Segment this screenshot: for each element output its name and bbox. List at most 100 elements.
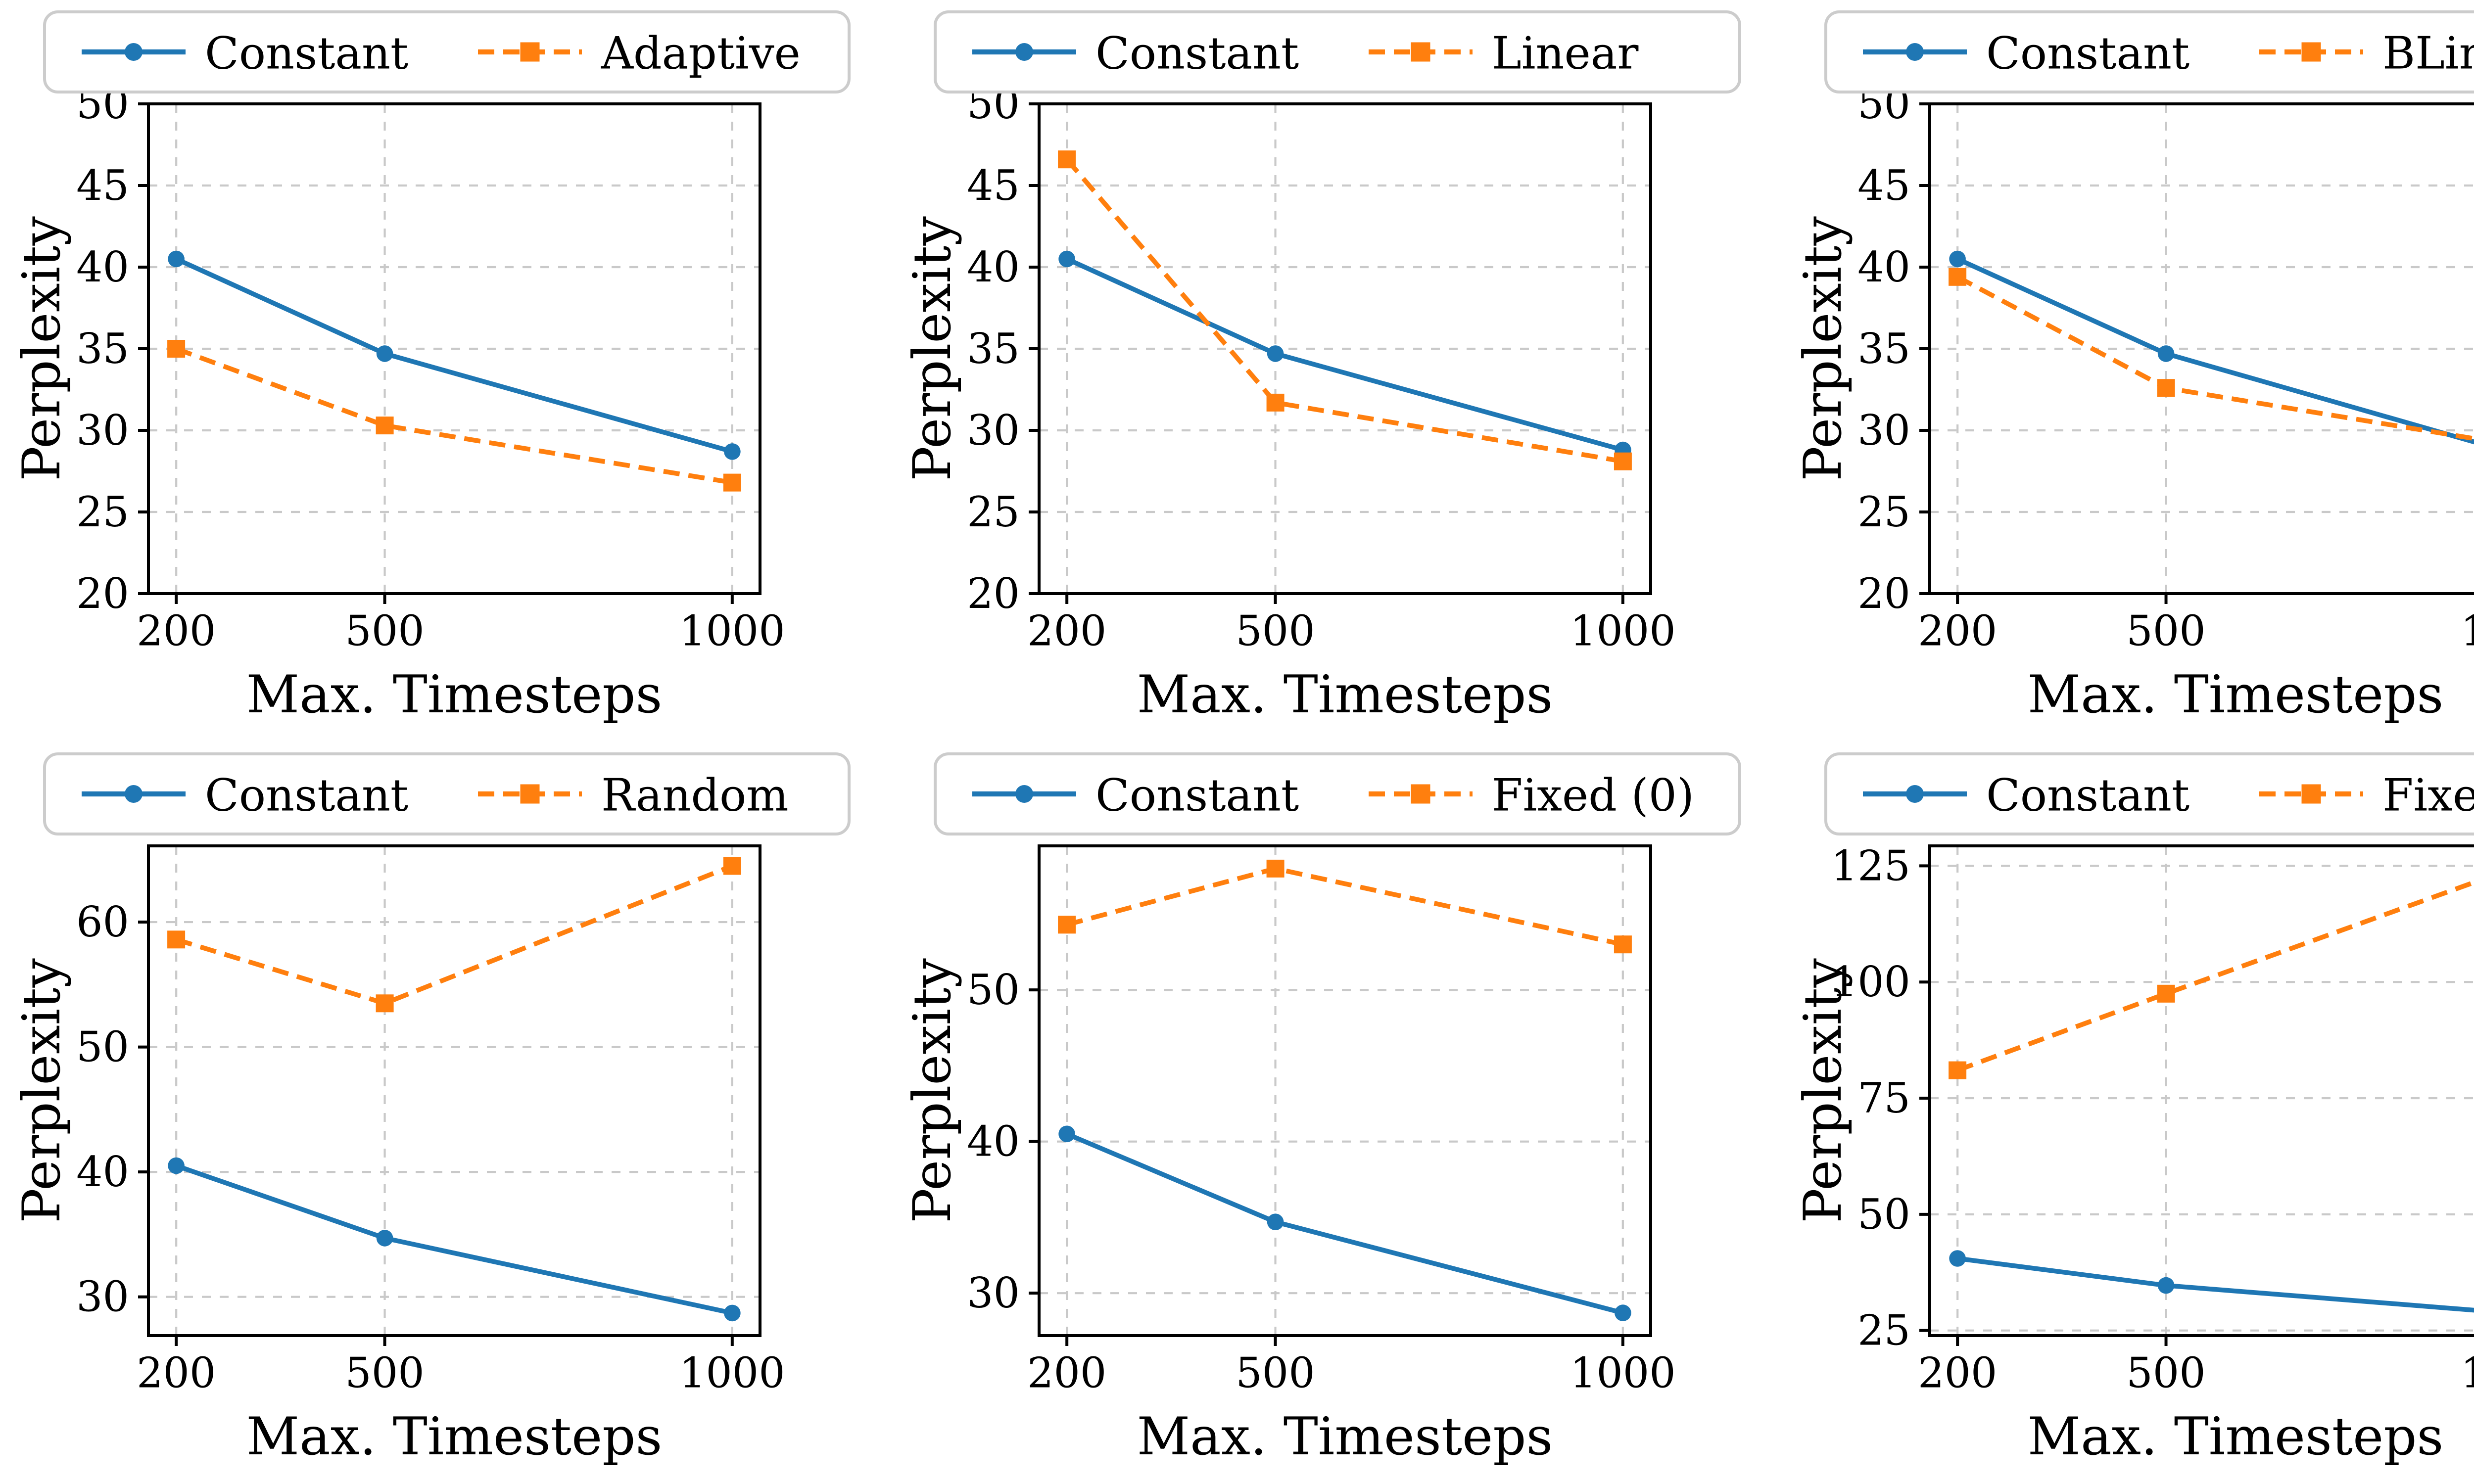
data-point-constant <box>1058 1125 1075 1143</box>
plot-border <box>1928 844 2474 1337</box>
gridlines <box>148 102 760 595</box>
y-tick-label: 45 <box>76 161 129 210</box>
y-tick-label: 50 <box>967 966 1020 1014</box>
legend-box <box>43 752 851 835</box>
series-adaptive <box>167 340 741 492</box>
legend-label: Random <box>601 770 789 822</box>
series-fixed-0 <box>1058 859 1632 954</box>
legend-box <box>934 10 1741 93</box>
y-tick-label: 40 <box>76 243 129 291</box>
x-tick-label: 500 <box>2126 606 2205 655</box>
y-axis-label: Perplexity <box>1793 216 1853 481</box>
legend-entry-constant: Constant <box>82 28 408 80</box>
gridlines <box>1930 846 2474 1336</box>
y-axis-ticks <box>1919 102 1930 595</box>
legend-marker-square <box>1411 42 1430 62</box>
y-tick-label: 40 <box>1857 243 1910 291</box>
data-point-constant <box>1615 1304 1631 1321</box>
series-fixed-t <box>1949 880 2474 1079</box>
legend: Constant Fixed (0) <box>934 752 1741 835</box>
series-blinear <box>1949 268 2474 441</box>
data-point-adaptive <box>376 417 394 435</box>
y-tick-label: 25 <box>967 488 1020 536</box>
legend-box <box>1824 10 2474 93</box>
legend-label: Constant <box>205 770 408 822</box>
x-tick-label: 1000 <box>679 1348 785 1397</box>
legend-marker-square <box>1411 784 1430 804</box>
data-point-constant <box>1949 250 1966 268</box>
x-tick-label: 200 <box>1027 606 1106 655</box>
legend-entry-constant: Constant <box>1863 770 2189 822</box>
x-tick-label: 500 <box>345 606 424 655</box>
y-axis-ticks <box>138 921 148 1298</box>
x-tick-label: 200 <box>137 1348 216 1397</box>
chart-panel-constant-vs-fixed-t: 200 500 1000 25 50 75 100 125 Max. Timesteps Perp… <box>1781 742 2474 1484</box>
x-tick-label: 200 <box>1027 1348 1106 1397</box>
data-point-constant <box>2157 345 2175 362</box>
series-line-constant <box>1066 1131 1624 1315</box>
x-tick-label: 500 <box>1236 606 1315 655</box>
legend: Constant BLinear <box>1824 10 2474 93</box>
legend-label: Constant <box>1095 28 1299 80</box>
x-tick-label: 1000 <box>2461 1348 2474 1397</box>
data-point-linear <box>1266 393 1285 412</box>
data-point-constant <box>1058 250 1075 268</box>
series-line-linear <box>1065 158 1623 464</box>
data-point-random <box>167 930 186 949</box>
data-point-constant <box>1267 1213 1284 1230</box>
y-tick-label: 35 <box>967 325 1020 373</box>
y-tick-label: 20 <box>967 569 1020 618</box>
legend: Constant Adaptive <box>43 10 851 93</box>
legend-entry-blinear: BLinear <box>2259 28 2474 80</box>
x-axis-ticks <box>1956 594 2168 604</box>
y-axis-ticks <box>1919 864 1930 1332</box>
legend-label: Constant <box>1986 770 2189 822</box>
legend-marker-square <box>2301 784 2321 804</box>
series-constant <box>168 1157 741 1322</box>
y-tick-label: 60 <box>76 898 129 946</box>
data-point-linear <box>1614 452 1632 470</box>
legend-entry-linear: Linear <box>1369 28 1639 80</box>
series-constant <box>1949 1250 2474 1313</box>
y-tick-label: 40 <box>967 243 1020 291</box>
gridlines <box>148 846 760 1336</box>
data-point-constant <box>376 1230 393 1247</box>
data-point-constant <box>168 250 185 268</box>
legend-entry-constant: Constant <box>82 770 408 822</box>
legend-box <box>43 10 851 93</box>
gridlines <box>1039 846 1651 1336</box>
chart-panel-constant-vs-fixed-0: 200 500 1000 30 40 50 Max. Timesteps Perplexity… <box>891 742 1781 1484</box>
x-tick-label: 500 <box>2126 1348 2205 1397</box>
x-axis-label: Max. Timesteps <box>246 1406 663 1467</box>
y-tick-label: 35 <box>76 325 129 373</box>
data-point-random <box>376 994 394 1013</box>
series-line-adaptive <box>175 346 733 485</box>
x-tick-label: 500 <box>345 1348 424 1397</box>
legend-label: Constant <box>1095 770 1299 822</box>
y-tick-label: 25 <box>1857 1306 1910 1355</box>
series-constant <box>1058 1125 1631 1321</box>
x-axis-label: Max. Timesteps <box>1137 1406 1553 1467</box>
x-axis-ticks <box>1956 1336 2168 1346</box>
data-point-fixed-0 <box>1058 916 1076 934</box>
legend-label: Adaptive <box>601 28 801 80</box>
x-tick-label: 200 <box>137 606 216 655</box>
x-axis-label: Max. Timesteps <box>1137 664 1553 725</box>
y-tick-label: 50 <box>1857 1190 1910 1239</box>
y-axis-ticks <box>1029 988 1039 1295</box>
data-point-constant <box>168 1157 185 1174</box>
series-linear <box>1058 150 1632 470</box>
y-tick-label: 45 <box>1857 161 1910 210</box>
series-constant <box>168 250 741 460</box>
y-tick-label: 20 <box>76 569 129 618</box>
y-axis-label: Perplexity <box>11 958 72 1223</box>
legend-box <box>934 752 1741 835</box>
legend-marker-circle <box>1906 43 1924 61</box>
series-constant <box>1058 250 1631 459</box>
data-point-adaptive <box>723 473 741 492</box>
legend-entry-random: Random <box>478 770 789 822</box>
y-tick-label: 30 <box>76 1273 129 1321</box>
x-axis-ticks <box>175 1336 734 1346</box>
